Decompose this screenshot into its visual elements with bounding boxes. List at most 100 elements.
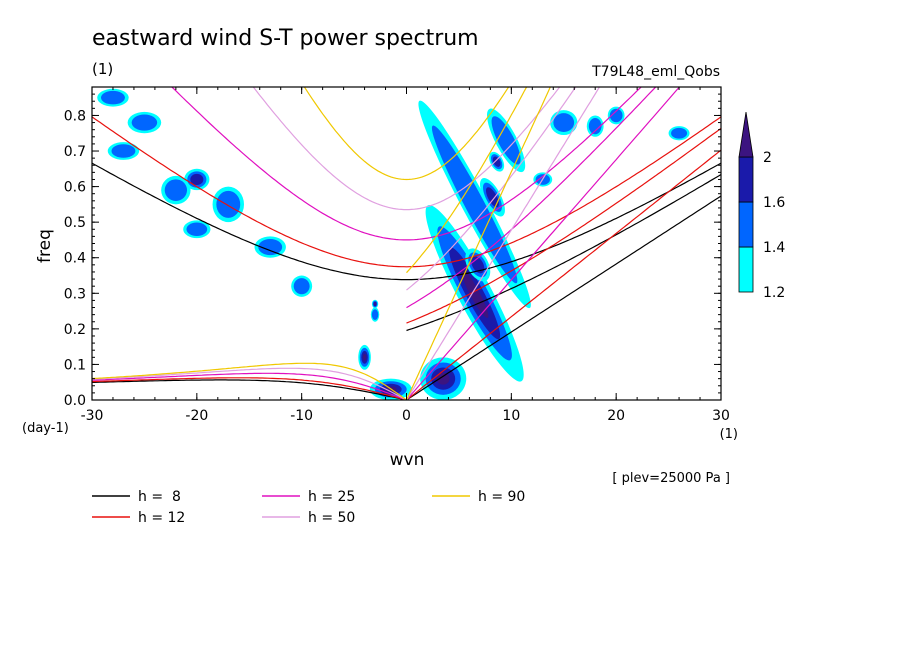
power-region [127, 111, 162, 134]
dispersion-line [406, 87, 577, 291]
x-axis: -30 -20 -10 0 10 20 30 [81, 87, 730, 424]
power-region [161, 175, 191, 205]
colorbar-swatch [738, 201, 754, 248]
dispersion-line [406, 173, 721, 332]
power-contour [553, 113, 575, 133]
power-contour [588, 118, 602, 135]
y-tick-label: 0.2 [64, 322, 86, 338]
power-contour [460, 268, 489, 319]
legend-label: h = 50 [308, 510, 355, 526]
y-tick-label: 0.5 [64, 215, 86, 231]
plot-frame [91, 86, 722, 401]
dispersion-line [252, 87, 561, 211]
power-contour [362, 353, 367, 361]
power-contour [258, 238, 283, 256]
dispersion-line [92, 377, 407, 400]
power-region [586, 115, 604, 137]
colorbar-label: 1.2 [763, 285, 785, 301]
power-contour [371, 309, 379, 321]
power-region [254, 236, 286, 258]
power-region [550, 110, 578, 136]
y-axis: 0.0 0.1 0.2 0.3 0.4 0.5 0.6 0.7 0.8 [64, 93, 721, 409]
power-contour [186, 222, 208, 237]
power-contour [101, 90, 125, 105]
colorbar-swatch [738, 156, 754, 203]
power-contour [190, 173, 204, 186]
power-region [607, 106, 625, 125]
y-tick-label: 0.0 [64, 393, 86, 409]
legend: h = 8 h = 12 h = 25 h = 50 h = 90 [92, 489, 525, 526]
power-contour [164, 179, 188, 201]
power-region [480, 178, 505, 217]
x-tick-label: -10 [290, 408, 313, 424]
x-tick-label: 30 [712, 408, 730, 424]
x-tick-label: -30 [81, 408, 104, 424]
power-region [420, 357, 467, 400]
x-tick-label: 10 [502, 408, 520, 424]
colorbar-label: 2 [763, 150, 772, 166]
dispersion-curves [92, 87, 721, 400]
colorbar-extend-arrow [738, 111, 754, 158]
dispersion-line [406, 87, 528, 274]
power-contour [131, 114, 158, 131]
power-region [183, 220, 211, 239]
dispersion-line [405, 87, 601, 400]
legend-label: h = 8 [138, 489, 181, 505]
y-tick-label: 0.1 [64, 357, 86, 373]
dispersion-line [405, 87, 551, 400]
power-region [212, 186, 245, 223]
colorbar-label: 1.6 [763, 195, 785, 211]
x-axis-unit: (1) [720, 427, 738, 442]
dispersion-90 [92, 87, 551, 400]
dispersion-12 [92, 116, 721, 400]
dispersion-line [92, 116, 721, 268]
power-region [358, 344, 371, 370]
y-tick-label: 0.4 [64, 251, 86, 267]
dispersion-line [92, 379, 407, 400]
y-tick-label: 0.7 [64, 144, 86, 160]
power-region [418, 100, 531, 309]
legend-item: h = 25 [262, 489, 355, 505]
legend-item: h = 12 [92, 510, 185, 526]
dispersion-line [92, 372, 407, 400]
power-contour [436, 372, 450, 385]
y-tick-label: 0.8 [64, 108, 86, 124]
dispersion-8 [92, 162, 721, 400]
dispersion-line [303, 87, 510, 181]
legend-item: h = 90 [432, 489, 525, 505]
x-axis-label: wvn [390, 450, 425, 470]
power-region [371, 299, 379, 309]
dispersion-25 [92, 87, 681, 400]
legend-item: h = 50 [262, 510, 355, 526]
dispersion-line [406, 149, 721, 400]
power-contour [374, 302, 376, 306]
y-axis-label: freq [35, 229, 55, 263]
plev-note: [ plev=25000 Pa ] [612, 471, 730, 486]
power-contour [216, 190, 241, 218]
power-contour [491, 116, 521, 165]
chart-title: eastward wind S-T power spectrum [92, 26, 479, 51]
dispersion-line [406, 87, 681, 400]
power-region [291, 275, 313, 297]
y-tick-label: 0.6 [64, 180, 86, 196]
y-axis-unit: (day-1) [22, 421, 69, 436]
dispersion-50 [92, 87, 601, 400]
power-region [97, 88, 129, 107]
colorbar: 1.2 1.4 1.6 2 [738, 111, 785, 301]
power-contour [609, 108, 623, 123]
colorbar-swatch [738, 246, 754, 293]
dispersion-line [171, 87, 642, 241]
dispersion-line [92, 162, 721, 281]
power-region [107, 142, 140, 160]
legend-label: h = 90 [478, 489, 525, 505]
x-tick-label: 0 [402, 408, 411, 424]
power-contour [431, 125, 518, 284]
power-contour [671, 127, 688, 139]
x-tick-label: -20 [185, 408, 208, 424]
x-tick-label: 20 [607, 408, 625, 424]
power-contour [485, 187, 499, 208]
dispersion-line [92, 367, 407, 400]
power-contour [111, 144, 136, 158]
dispersion-line [92, 362, 407, 400]
